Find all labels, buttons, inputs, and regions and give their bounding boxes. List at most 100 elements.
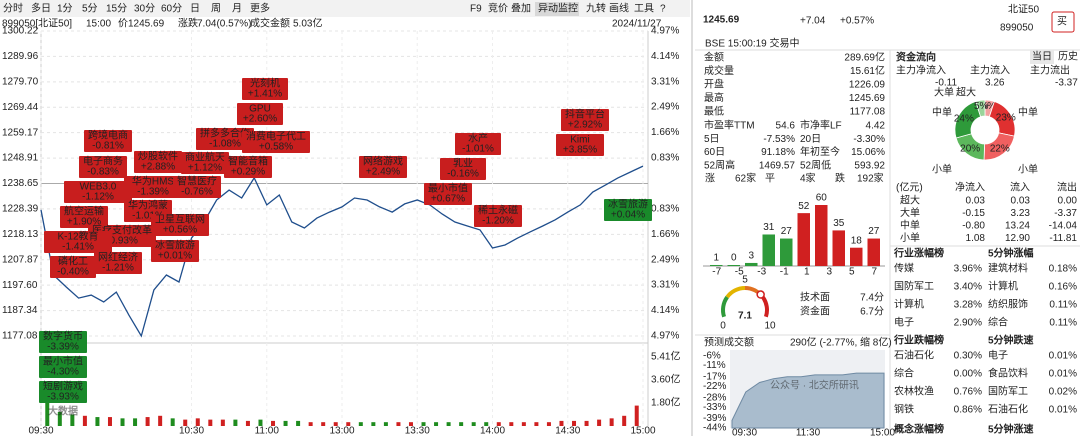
y-tick-label: 1187.34: [2, 305, 38, 316]
annotation-change: +2.92%: [568, 120, 602, 131]
y-tick-label: 1248.91: [2, 153, 39, 164]
toolbar-tab[interactable]: 多日: [31, 2, 51, 15]
y-tick-label: 1300.22: [2, 26, 39, 37]
toolbar-tab[interactable]: 周: [211, 3, 221, 15]
donut-value-label: 5%: [974, 101, 989, 112]
ranking-cell: 0.18%: [1049, 264, 1077, 275]
stat-label: 成交量: [704, 64, 734, 77]
annotation-change: -1.01%: [132, 211, 164, 222]
buy-button-label[interactable]: 买: [1057, 16, 1067, 28]
ranking-cell: 3.96%: [954, 264, 982, 275]
toolbar-tab[interactable]: 1分: [57, 3, 73, 15]
y-tick-label: 1207.87: [2, 254, 39, 265]
toolbar-tab[interactable]: 5分: [82, 3, 98, 15]
toolbar-tool[interactable]: 工具: [634, 3, 654, 15]
fund-summary-value: 3.26: [985, 78, 1005, 89]
buy-button[interactable]: [1051, 11, 1075, 33]
x-tick-label: 14:00: [480, 426, 505, 436]
stat-value: 91.18%: [761, 147, 795, 158]
info-amount: 5.03亿: [293, 17, 322, 30]
annotation-box: [60, 206, 108, 228]
ranking-cell: 0.86%: [954, 405, 982, 416]
fund-tab[interactable]: 历史: [1058, 51, 1078, 63]
toolbar-tab[interactable]: 分时: [3, 3, 23, 15]
distribution-x-label: -7: [712, 267, 721, 278]
annotation-box: [561, 109, 609, 131]
annotation-name: WEB3.0: [80, 182, 117, 193]
stat-label: 52周低: [800, 159, 831, 172]
distribution-x-label: 3: [826, 267, 832, 278]
donut-value-label: 22%: [990, 144, 1010, 155]
annotation-change: +0.29%: [231, 167, 265, 178]
stat-label: 60日: [704, 147, 725, 158]
y2-tick-label: 4.14%: [651, 305, 679, 316]
toolbar-tool[interactable]: ?: [660, 4, 666, 15]
toolbar-tool[interactable]: 异动监控: [538, 2, 578, 15]
annotation-box: [242, 131, 310, 153]
ranking-cell: 0.11%: [1049, 300, 1077, 311]
ranking-cell: 0.11%: [1049, 318, 1077, 329]
quote-change: +7.04: [800, 16, 826, 27]
annotation-box: [181, 152, 229, 174]
volume-bar: [183, 419, 188, 426]
fund-table-cell: 13.24: [1005, 221, 1030, 232]
volume-bar: [584, 420, 589, 426]
annotation-change: -1.21%: [102, 263, 134, 274]
x-tick-label: 13:00: [329, 426, 354, 436]
info-price-label: 价: [118, 18, 128, 30]
fund-table-cell: 0.03: [1011, 196, 1031, 207]
y-tick-label: 1218.13: [2, 229, 39, 240]
toolbar-tab[interactable]: 60分: [161, 3, 182, 15]
breadth-text: 62家: [735, 172, 756, 185]
ranking-cell: 国防军工: [988, 385, 1028, 398]
toolbar-tool[interactable]: F9: [470, 4, 482, 15]
annotation-name: 华为鸿蒙: [128, 199, 168, 212]
fund-table-cell: 12.90: [1005, 233, 1030, 244]
toolbar-tool[interactable]: 叠加: [511, 3, 531, 15]
forecast-x-label: 09:30: [732, 428, 757, 436]
donut-value-label: 5%: [982, 101, 997, 112]
donut-value-label: 24%: [954, 113, 974, 124]
toolbar-tab[interactable]: 日: [190, 4, 200, 15]
ranking-title: 5分钟跌速: [988, 334, 1034, 347]
annotation-name: 航空运输: [64, 205, 104, 218]
toolbar-tab[interactable]: 更多: [250, 2, 270, 15]
fund-tab[interactable]: 当日: [1032, 50, 1052, 63]
y2-tick-label: 3.31%: [651, 77, 679, 88]
ranking-cell: 0.00%: [954, 369, 982, 380]
annotation-box: [151, 240, 199, 262]
distribution-value: 35: [833, 218, 845, 229]
gauge-arc: [721, 295, 729, 318]
ranking-cell: 食品饮料: [988, 367, 1028, 380]
annotation-name: Kimi: [570, 135, 589, 146]
stat-value: 1245.69: [849, 93, 886, 104]
toolbar-tool[interactable]: 竞价: [488, 2, 508, 15]
y2-tick-label: 4.14%: [651, 51, 679, 62]
distribution-value: 1: [713, 253, 719, 264]
distribution-bar: [797, 213, 810, 266]
score-value: 6.7分: [860, 306, 884, 318]
toolbar-tool[interactable]: 画线: [609, 2, 629, 15]
distribution-value: 60: [816, 193, 828, 204]
ranking-title: 概念涨幅榜: [894, 423, 944, 436]
toolbar-tab[interactable]: 30分: [134, 3, 155, 15]
distribution-x-label: -3: [757, 267, 766, 278]
volume-bar: [434, 422, 439, 426]
fund-title: 资金流向: [896, 51, 936, 64]
ranking-title: 行业跌幅榜: [893, 334, 944, 347]
annotation-name: 抖音平台: [565, 108, 605, 121]
x-tick-label: 15:00: [630, 426, 655, 436]
volume-bar: [572, 420, 577, 426]
volume-tick-label: 3.60亿: [651, 373, 680, 386]
toolbar-tab[interactable]: 15分: [106, 3, 127, 15]
forecast-tick-label: -44%: [703, 423, 726, 434]
toolbar-tool[interactable]: 九转: [586, 2, 606, 15]
y2-tick-label: 0.83%: [651, 204, 679, 215]
toolbar-tab[interactable]: 月: [232, 3, 242, 15]
fund-table-header: 流出: [1057, 181, 1077, 194]
donut-label: 小单: [1018, 164, 1038, 176]
volume-bar: [70, 414, 75, 426]
y2-tick-label: 0.83%: [651, 153, 679, 164]
volume-bar: [195, 418, 200, 426]
